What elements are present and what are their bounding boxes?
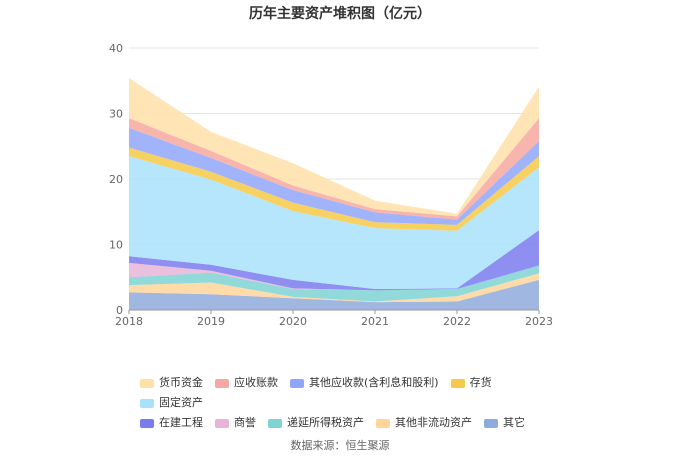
legend-item[interactable]: 固定资产 (140, 396, 203, 410)
area-series-0 (129, 279, 539, 310)
y-tick-label: 0 (116, 304, 123, 317)
legend-swatch (268, 418, 282, 428)
area-series-6 (129, 147, 539, 231)
legend-item[interactable]: 其他非流动资产 (376, 416, 472, 430)
area-series-8 (129, 118, 539, 220)
legend-swatch (215, 418, 229, 428)
legend-swatch (140, 398, 154, 408)
area-series-1 (129, 273, 539, 303)
x-tick-label: 2018 (115, 315, 143, 328)
axis-layer: 0 10 20 30 40 2018 2019 2020 2021 2022 2023 (109, 42, 553, 328)
legend-swatch (376, 418, 390, 428)
legend-item[interactable]: 存货 (450, 376, 492, 390)
y-tick-label: 30 (109, 108, 123, 121)
legend-swatch (450, 378, 465, 388)
legend-row: 在建工程 商誉 递延所得税资产 其他非流动资产 其它 (140, 416, 560, 436)
x-tick-label: 2022 (443, 315, 471, 328)
legend-label: 在建工程 (159, 416, 203, 429)
area-series-2 (129, 265, 539, 302)
legend-swatch (140, 378, 154, 388)
legend-item[interactable]: 商誉 (215, 416, 256, 430)
legend-item[interactable]: 在建工程 (140, 416, 203, 430)
area-layer (129, 78, 539, 310)
legend-label: 商誉 (234, 416, 256, 429)
legend-item[interactable]: 应收账款 (215, 376, 278, 390)
x-tick-label: 2019 (197, 315, 225, 328)
legend-swatch (484, 418, 498, 428)
legend-row: 货币资金 应收账款 其他应收款(含利息和股利) 存货固定资产 (140, 376, 560, 416)
legend-label: 其他非流动资产 (395, 416, 472, 429)
x-tick-label: 2023 (525, 315, 553, 328)
legend-label: 货币资金 (159, 376, 203, 389)
legend-label: 递延所得税资产 (287, 416, 364, 429)
legend-label: 固定资产 (159, 396, 203, 409)
legend-swatch (215, 378, 229, 388)
y-tick-label: 20 (109, 173, 123, 186)
legend-label: 其它 (503, 416, 525, 429)
legend-label: 应收账款 (234, 376, 278, 389)
y-tick-label: 40 (109, 42, 123, 55)
area-series-7 (129, 127, 539, 225)
legend-item[interactable]: 其他应收款(含利息和股利) (290, 376, 439, 390)
legend-label: 存货 (469, 376, 492, 389)
legend-item[interactable]: 货币资金 (140, 376, 203, 390)
legend-item[interactable]: 其它 (484, 416, 525, 430)
chart-title: 历年主要资产堆积图（亿元） (249, 6, 431, 22)
legend-swatch (290, 378, 304, 388)
legend-swatch (140, 418, 154, 428)
source-note: 数据来源：恒生聚源 (290, 439, 390, 452)
x-tick-label: 2021 (361, 315, 389, 328)
x-tick-label: 2020 (279, 315, 307, 328)
legend: 货币资金 应收账款 其他应收款(含利息和股利) 存货固定资产在建工程 商誉 递延所得税资产… (140, 376, 560, 436)
area-series-5 (129, 156, 539, 290)
y-tick-label: 10 (109, 239, 123, 252)
legend-item[interactable]: 递延所得税资产 (268, 416, 364, 430)
legend-label: 其他应收款(含利息和股利) (309, 376, 439, 389)
area-series-9 (129, 78, 539, 217)
